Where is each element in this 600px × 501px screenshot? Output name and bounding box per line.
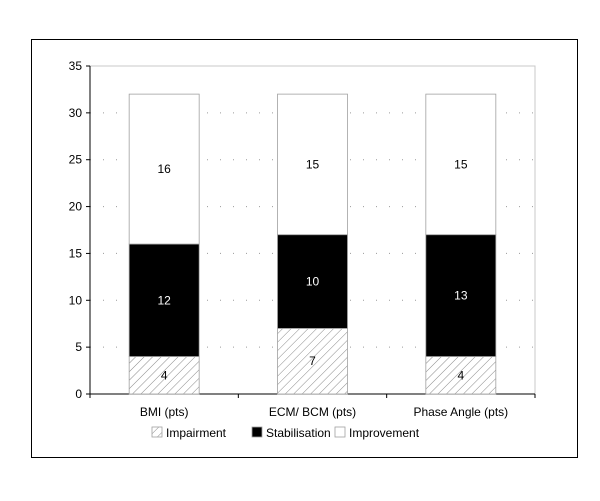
data-label: 4	[161, 368, 168, 382]
data-label: 15	[306, 157, 320, 171]
bar-segment	[128, 93, 200, 245]
data-label: 7	[309, 354, 316, 368]
y-tick-label: 5	[75, 340, 82, 354]
data-label: 4	[457, 368, 464, 382]
legend-swatch	[334, 426, 346, 438]
y-tick-label: 0	[75, 387, 82, 401]
x-tick-label: Phase Angle (pts)	[413, 405, 508, 419]
y-tick-label: 30	[69, 106, 83, 120]
y-tick-label: 25	[69, 153, 83, 167]
data-label: 10	[306, 275, 320, 289]
data-labels: 4 12 16 7 10 15 4 13 15	[157, 157, 467, 382]
bar-segment	[425, 93, 497, 236]
data-label: 12	[157, 293, 171, 307]
y-tick-label: 15	[69, 246, 83, 260]
bar-segment	[128, 243, 200, 357]
legend-label: Improvement	[349, 426, 420, 440]
data-label: 16	[157, 162, 171, 176]
legend: Impairment Stabilisation Improvement	[151, 426, 420, 440]
legend-swatch	[251, 426, 263, 438]
data-label: 15	[454, 157, 468, 171]
bar-segment	[277, 234, 348, 329]
x-tick-label: ECM/ BCM (pts)	[269, 405, 356, 419]
bar-segment	[277, 93, 348, 236]
y-tick-label: 10	[69, 293, 83, 307]
y-tick-label: 20	[69, 200, 83, 214]
bar-segment	[425, 234, 497, 357]
y-tick-label: 35	[69, 59, 83, 73]
legend-label: Stabilisation	[266, 426, 331, 440]
bars	[128, 93, 497, 395]
x-tick-label: BMI (pts)	[140, 405, 189, 419]
legend-swatch	[151, 426, 163, 438]
bar-segment	[128, 356, 200, 395]
data-label: 13	[454, 289, 468, 303]
legend-label: Impairment	[166, 426, 227, 440]
bar-segment	[277, 327, 348, 395]
bar-segment	[425, 356, 497, 395]
